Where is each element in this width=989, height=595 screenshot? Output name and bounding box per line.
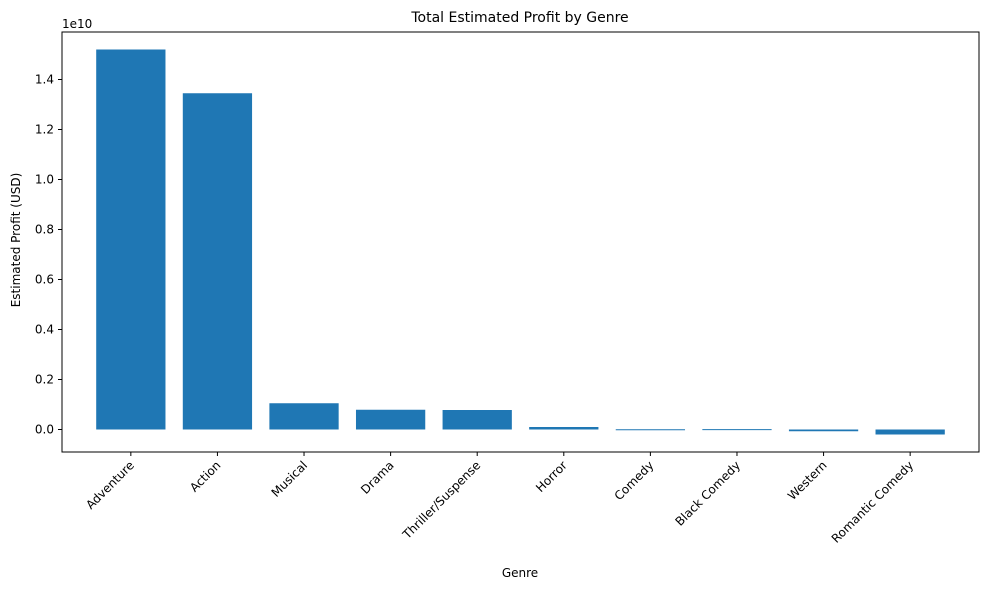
plot-frame [61, 31, 980, 453]
bar-western [788, 429, 859, 432]
y-tick-label: 1.4 [35, 73, 54, 87]
y-tick-label: 0.8 [35, 223, 54, 237]
x-tick-label: Western [785, 458, 830, 503]
y-tick-label: 0.4 [35, 323, 54, 337]
bar-romantic-comedy [875, 429, 945, 435]
x-tick-label: Action [187, 458, 223, 494]
x-tick-label: Horror [533, 458, 570, 495]
bar-black-comedy [702, 429, 772, 431]
x-axis-label: Genre [502, 566, 538, 580]
y-tick-label: 1.2 [35, 123, 54, 137]
y-tick-label: 0.6 [35, 273, 54, 287]
x-tick-label: Thriller/Suspense [399, 458, 483, 542]
y-axis-offset-text: 1e10 [62, 17, 92, 31]
bars-layer [96, 49, 945, 435]
x-tick-label: Black Comedy [673, 458, 744, 529]
x-tick-label: Drama [358, 458, 397, 497]
bar-horror [529, 427, 599, 430]
chart-title: Total Estimated Profit by Genre [410, 10, 628, 26]
x-tick-label: Comedy [612, 458, 657, 503]
bar-musical [269, 403, 339, 430]
bar-action [182, 93, 253, 430]
y-axis-label: Estimated Profit (USD) [9, 173, 23, 308]
y-tick-label: 1.0 [35, 173, 54, 187]
y-axis-ticks: 0.0 0.2 0.4 0.6 0.8 1.0 1.2 1.4 [35, 73, 62, 437]
x-tick-label: Romantic Comedy [829, 458, 917, 546]
x-tick-label: Musical [269, 458, 311, 500]
bar-drama [355, 409, 426, 430]
bar-adventure [96, 49, 166, 430]
bar-thriller-suspense [442, 410, 512, 430]
y-tick-label: 0.2 [35, 373, 54, 387]
x-tick-label: Adventure [83, 458, 137, 512]
y-tick-label: 0.0 [35, 423, 54, 437]
x-axis-ticks: Adventure Action Musical Drama Thriller/Susp… [83, 452, 916, 546]
bar-comedy [615, 429, 686, 431]
